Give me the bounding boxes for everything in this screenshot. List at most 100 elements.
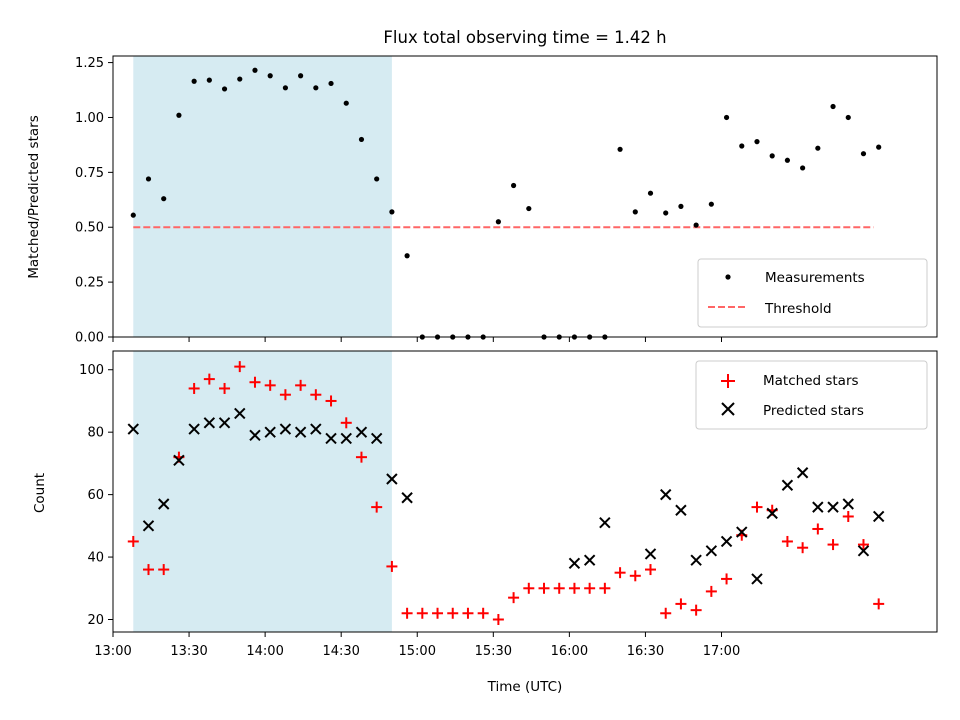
matched-point bbox=[249, 376, 261, 388]
predicted-point bbox=[234, 407, 246, 420]
predicted-point bbox=[857, 545, 870, 557]
matched-point bbox=[477, 607, 489, 619]
measurement-point bbox=[267, 73, 273, 79]
measurement-point bbox=[404, 253, 410, 259]
matched-point bbox=[797, 542, 809, 554]
measurement-point bbox=[526, 205, 532, 212]
predicted-point bbox=[264, 426, 276, 438]
y-tick-label: 1.25 bbox=[75, 56, 104, 71]
top-axes-frame bbox=[112, 55, 938, 338]
predicted-point bbox=[705, 545, 718, 557]
predicted-point bbox=[386, 473, 398, 485]
matched-point bbox=[584, 582, 596, 594]
y-tick-label: 0.00 bbox=[75, 331, 104, 346]
measurement-point bbox=[739, 143, 745, 149]
matched-point bbox=[812, 523, 824, 535]
measurement-point bbox=[845, 114, 851, 121]
legend-matched-label: Matched stars bbox=[763, 373, 859, 389]
matched-point bbox=[386, 560, 398, 572]
measurement-point bbox=[860, 151, 867, 157]
measurement-point bbox=[663, 210, 669, 216]
top-legend-box bbox=[697, 258, 928, 328]
predicted-point bbox=[842, 498, 854, 510]
predicted-point bbox=[294, 426, 307, 438]
predicted-point bbox=[675, 504, 687, 516]
measurement-point bbox=[191, 78, 197, 84]
measurement-point bbox=[389, 209, 395, 215]
measurement-point bbox=[130, 212, 136, 218]
x-tick-label: 15:00 bbox=[399, 644, 436, 659]
matched-point bbox=[492, 614, 504, 626]
matched-point bbox=[690, 604, 702, 616]
matched-point bbox=[629, 570, 641, 582]
matched-point bbox=[340, 417, 352, 429]
y-tick-label: 100 bbox=[79, 363, 104, 378]
predicted-point bbox=[690, 554, 702, 566]
measurement-point bbox=[617, 146, 623, 152]
legend-measurements-label: Measurements bbox=[765, 270, 865, 286]
predicted-point bbox=[173, 454, 185, 466]
matched-point bbox=[355, 451, 367, 463]
y-tick-label: 0.50 bbox=[75, 221, 104, 236]
predicted-point bbox=[736, 526, 748, 538]
y-tick-label: 0.25 bbox=[75, 276, 104, 291]
matched-points bbox=[127, 361, 885, 626]
matched-point bbox=[401, 607, 413, 619]
x-tick-label: 15:30 bbox=[475, 644, 512, 659]
bottom-y-axis-label: Count bbox=[32, 473, 48, 513]
predicted-point bbox=[355, 426, 368, 438]
matched-point bbox=[158, 564, 170, 576]
predicted-point bbox=[127, 423, 139, 435]
measurement-point bbox=[206, 77, 212, 83]
predicted-point bbox=[203, 417, 216, 429]
predicted-point bbox=[751, 573, 763, 585]
matched-point bbox=[751, 501, 763, 513]
matched-point bbox=[432, 607, 444, 619]
matched-point bbox=[325, 395, 337, 407]
measurement-point bbox=[358, 136, 365, 143]
measurement-point bbox=[252, 67, 258, 73]
measurement-point bbox=[708, 201, 714, 207]
measurement-point bbox=[754, 139, 760, 145]
legend-predicted-marker bbox=[721, 402, 735, 416]
predicted-point bbox=[249, 429, 261, 442]
measurement-point bbox=[374, 176, 380, 182]
predicted-point bbox=[781, 479, 794, 491]
measurement-point bbox=[176, 112, 182, 118]
bottom-legend: Matched stars Predicted stars bbox=[695, 360, 928, 430]
matched-point bbox=[234, 361, 246, 373]
legend-matched-marker bbox=[721, 374, 735, 388]
legend-threshold-label: Threshold bbox=[764, 301, 832, 317]
top-y-ticks: 0.00 0.25 0.50 0.75 1.00 1.25 bbox=[75, 56, 113, 346]
measurement-point bbox=[221, 86, 228, 92]
predicted-point bbox=[401, 492, 413, 504]
measurement-point bbox=[784, 157, 791, 163]
matched-point bbox=[310, 389, 322, 401]
legend-measurement-marker bbox=[725, 274, 731, 280]
bottom-axes-frame bbox=[112, 350, 938, 633]
matched-point bbox=[538, 582, 550, 594]
bottom-panel: 20 40 60 80 100 13:00 13:30 14:00 14:30 15:00 15:… bbox=[32, 350, 938, 695]
predicted-point bbox=[310, 423, 322, 435]
measurement-point bbox=[313, 85, 319, 91]
measurement-point bbox=[282, 85, 289, 91]
predicted-point bbox=[279, 423, 292, 435]
measurement-point bbox=[145, 176, 152, 182]
bottom-x-ticks: 13:00 13:30 14:00 14:30 15:00 15:30 16:00 16:30… bbox=[94, 632, 740, 659]
matched-point bbox=[660, 607, 672, 619]
bottom-shaded-span bbox=[133, 351, 392, 632]
x-tick-label: 13:00 bbox=[94, 644, 131, 659]
predicted-point bbox=[660, 488, 672, 501]
matched-point bbox=[721, 573, 733, 585]
predicted-point bbox=[158, 498, 170, 510]
matched-point bbox=[219, 382, 231, 394]
matched-point bbox=[842, 510, 854, 522]
matched-point bbox=[447, 607, 459, 619]
predicted-point bbox=[872, 510, 885, 523]
y-tick-label: 80 bbox=[87, 426, 104, 441]
x-tick-label: 14:30 bbox=[322, 644, 359, 659]
bottom-y-ticks: 20 40 60 80 100 bbox=[79, 363, 113, 628]
x-tick-label: 17:00 bbox=[703, 644, 740, 659]
x-tick-label: 16:00 bbox=[551, 644, 588, 659]
measurement-point bbox=[495, 219, 501, 225]
